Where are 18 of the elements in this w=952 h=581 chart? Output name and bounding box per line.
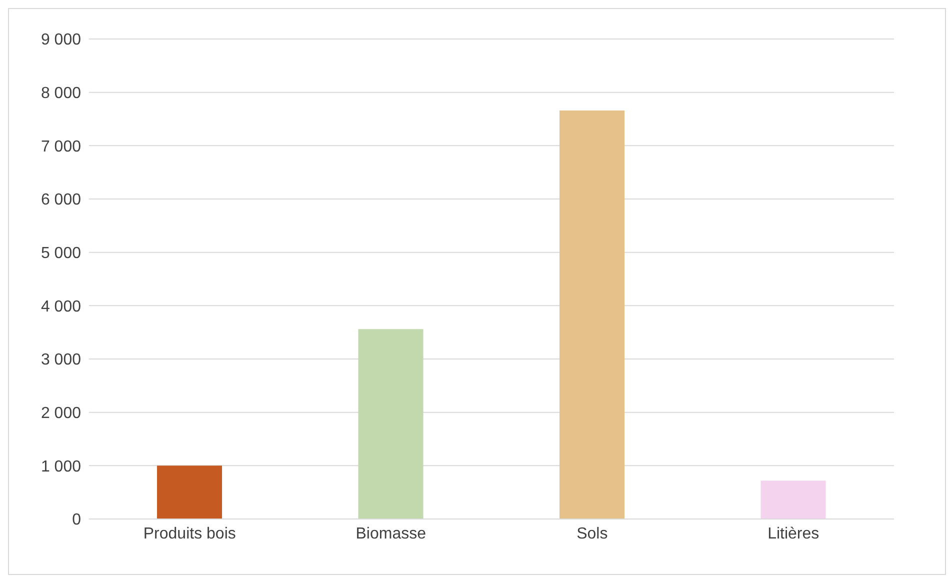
y-tick-label: 8 000	[40, 85, 82, 102]
y-tick-label: 0	[72, 512, 82, 529]
y-tick-label: 3 000	[40, 352, 82, 369]
y-tick-label: 6 000	[40, 192, 82, 209]
y-tick-label: 1 000	[40, 458, 82, 476]
y-tick-label: 4 000	[40, 298, 82, 316]
y-tick-label: 5 000	[40, 245, 82, 262]
bar	[157, 466, 222, 519]
x-tick-label: Litières	[768, 525, 820, 542]
y-tick-label: 2 000	[40, 405, 82, 422]
x-tick-label: Produits bois	[143, 525, 236, 542]
x-tick-label: Sols	[576, 525, 608, 542]
bar	[760, 480, 826, 519]
x-tick-label: Biomasse	[356, 525, 426, 542]
bar	[560, 110, 624, 519]
bar	[358, 329, 424, 519]
y-tick-label: 9 000	[40, 32, 82, 49]
y-tick-label: 7 000	[40, 138, 82, 156]
